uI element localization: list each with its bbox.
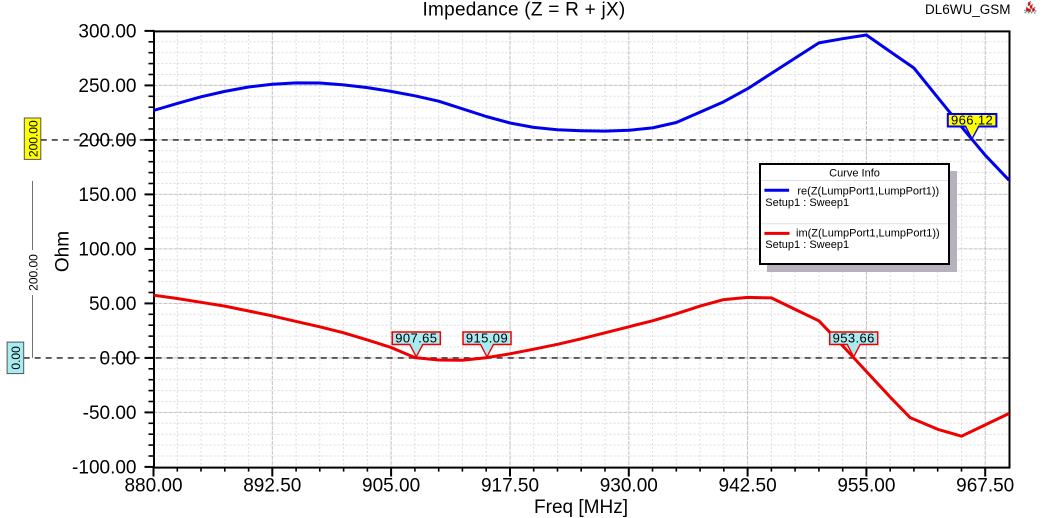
- svg-text:-50.00: -50.00: [83, 403, 137, 424]
- svg-text:0.00: 0.00: [100, 349, 137, 370]
- svg-text:966.12: 966.12: [951, 113, 993, 128]
- svg-text:150.00: 150.00: [78, 185, 136, 206]
- svg-text:50.00: 50.00: [89, 294, 137, 315]
- svg-text:0.00: 0.00: [9, 346, 23, 370]
- svg-text:200.00: 200.00: [27, 254, 41, 291]
- svg-text:re(Z(LumpPort1,LumpPort1)): re(Z(LumpPort1,LumpPort1)): [797, 186, 939, 198]
- svg-text:100.00: 100.00: [78, 240, 136, 261]
- svg-text:907.65: 907.65: [395, 331, 437, 346]
- svg-text:-100.00: -100.00: [72, 458, 136, 479]
- svg-text:im(Z(LumpPort1,LumpPort1)): im(Z(LumpPort1,LumpPort1)): [796, 228, 940, 240]
- svg-text:300.00: 300.00: [78, 22, 136, 43]
- svg-text:200.00: 200.00: [78, 131, 136, 152]
- svg-text:892.50: 892.50: [243, 476, 301, 497]
- svg-text:955.00: 955.00: [837, 476, 895, 497]
- svg-text:Ohm: Ohm: [53, 231, 74, 272]
- svg-text:200.00: 200.00: [26, 120, 40, 157]
- svg-text:Setup1 : Sweep1: Setup1 : Sweep1: [765, 197, 849, 209]
- svg-text:915.09: 915.09: [466, 331, 508, 346]
- svg-text:905.00: 905.00: [362, 476, 420, 497]
- svg-text:DL6WU_GSM: DL6WU_GSM: [925, 2, 1011, 17]
- svg-text:967.50: 967.50: [956, 476, 1014, 497]
- svg-text:Impedance (Z = R + jX): Impedance (Z = R + jX): [423, 0, 626, 21]
- svg-text:Freq [MHz]: Freq [MHz]: [534, 497, 628, 518]
- svg-text:917.50: 917.50: [481, 476, 539, 497]
- svg-text:942.50: 942.50: [719, 476, 777, 497]
- svg-text:930.00: 930.00: [600, 476, 658, 497]
- svg-text:Setup1 : Sweep1: Setup1 : Sweep1: [765, 239, 849, 251]
- svg-text:250.00: 250.00: [78, 76, 136, 97]
- svg-text:880.00: 880.00: [124, 476, 182, 497]
- svg-text:Curve Info: Curve Info: [829, 168, 880, 180]
- svg-text:953.66: 953.66: [833, 331, 875, 346]
